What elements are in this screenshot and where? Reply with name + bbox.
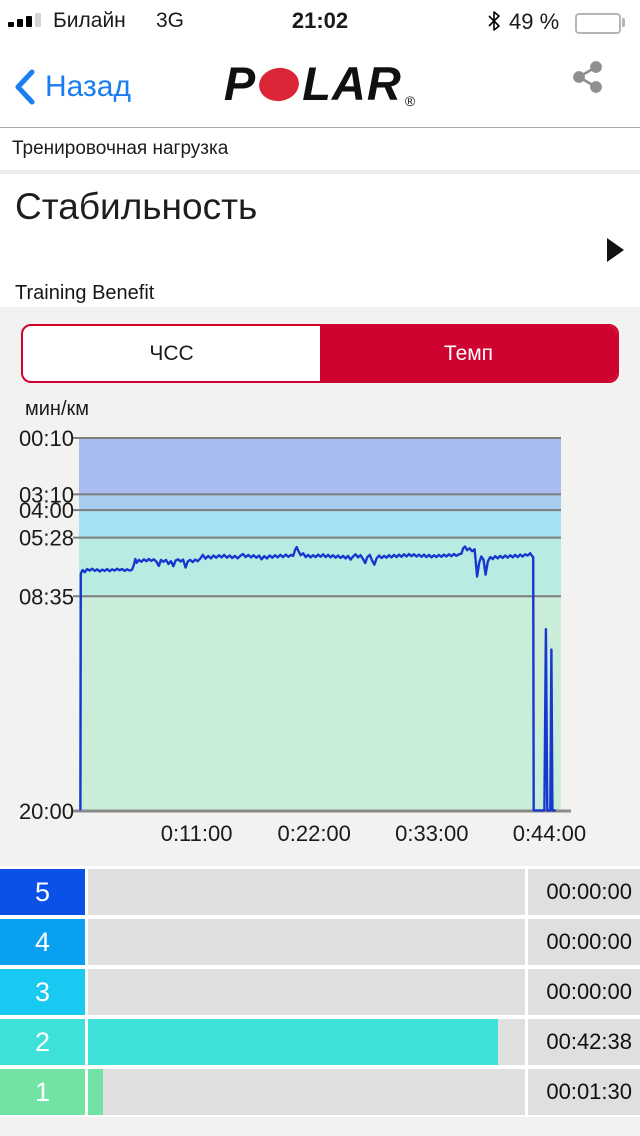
polar-logo: P LAR ® bbox=[0, 56, 640, 111]
pace-zone-band bbox=[79, 596, 561, 811]
back-button[interactable]: Назад bbox=[14, 68, 131, 106]
title-block: Стабильность Training Benefit bbox=[0, 174, 640, 307]
y-tick-label: 20:00 bbox=[19, 799, 74, 824]
x-tick-label: 0:11:00 bbox=[161, 821, 233, 846]
logo-letter: P bbox=[223, 57, 257, 110]
zone-table: 5 00:00:00 4 00:00:00 3 00:00:00 2 00:42… bbox=[0, 866, 640, 1117]
x-tick-label: 0:33:00 bbox=[395, 821, 468, 846]
carrier-label: Билайн bbox=[53, 9, 126, 32]
pace-zone-band bbox=[79, 510, 561, 538]
logo-letters: LAR bbox=[302, 57, 402, 110]
nav-bar: Назад P LAR ® bbox=[0, 44, 640, 128]
zone-bar-fill bbox=[88, 1069, 103, 1115]
zone-badge: 1 bbox=[0, 1069, 85, 1115]
zone-bar-track bbox=[88, 919, 525, 965]
zone-row: 5 00:00:00 bbox=[0, 869, 640, 915]
registered-mark: ® bbox=[404, 93, 417, 109]
battery-icon bbox=[575, 13, 621, 34]
status-bar: Билайн 3G 21:02 49 % bbox=[0, 0, 640, 44]
x-tick-label: 0:22:00 bbox=[278, 821, 351, 846]
section-bar: Тренировочная нагрузка bbox=[0, 128, 640, 174]
section-title: Тренировочная нагрузка bbox=[12, 138, 229, 159]
zone-row: 1 00:01:30 bbox=[0, 1069, 640, 1115]
y-tick-label: 00:10 bbox=[19, 426, 74, 451]
polar-logo-o bbox=[257, 65, 302, 104]
y-tick-label: 08:35 bbox=[19, 584, 74, 609]
zone-bar-track bbox=[88, 969, 525, 1015]
pace-line bbox=[79, 545, 556, 812]
page-title: Стабильность bbox=[15, 186, 258, 227]
page-subtitle: Training Benefit bbox=[15, 282, 155, 304]
x-tick-label: 0:44:00 bbox=[513, 821, 586, 846]
zone-badge: 2 bbox=[0, 1019, 85, 1065]
zone-row: 4 00:00:00 bbox=[0, 919, 640, 965]
zone-bar-track bbox=[88, 869, 525, 915]
zone-time: 00:01:30 bbox=[528, 1069, 640, 1115]
zone-bar-track bbox=[88, 1069, 525, 1115]
zone-time: 00:00:00 bbox=[528, 869, 640, 915]
network-type-label: 3G bbox=[156, 9, 185, 32]
y-tick-label: 05:28 bbox=[19, 526, 74, 551]
zone-row: 3 00:00:00 bbox=[0, 969, 640, 1015]
share-icon bbox=[573, 61, 602, 93]
cell-signal-icon bbox=[8, 13, 41, 27]
zone-bar-fill bbox=[88, 1019, 498, 1065]
pace-zone-band bbox=[79, 494, 561, 511]
tab-pace[interactable]: Темп bbox=[320, 326, 617, 381]
tab-heart-rate[interactable]: ЧСС bbox=[149, 341, 194, 365]
pace-zone-band bbox=[79, 438, 561, 495]
y-tick-label: 03:10 bbox=[19, 482, 74, 507]
chart-unit-label: мин/км bbox=[25, 398, 90, 420]
share-button[interactable] bbox=[572, 61, 604, 98]
details-arrow-icon[interactable] bbox=[607, 238, 624, 262]
battery-percent-label: 49 % bbox=[509, 9, 560, 34]
zone-time: 00:00:00 bbox=[528, 919, 640, 965]
metric-toggle: ЧСС Темп bbox=[21, 324, 619, 383]
zone-badge: 3 bbox=[0, 969, 85, 1015]
zone-time: 00:00:00 bbox=[528, 969, 640, 1015]
pace-zone-band bbox=[79, 537, 561, 597]
zone-time: 00:42:38 bbox=[528, 1019, 640, 1065]
zone-badge: 5 bbox=[0, 869, 85, 915]
zone-bar-track bbox=[88, 1019, 525, 1065]
bluetooth-icon bbox=[486, 9, 502, 38]
zone-badge: 4 bbox=[0, 919, 85, 965]
status-clock: 21:02 bbox=[291, 8, 349, 33]
battery-nub bbox=[622, 18, 625, 27]
y-tick-label: 04:00 bbox=[19, 498, 74, 523]
zone-row: 2 00:42:38 bbox=[0, 1019, 640, 1065]
back-chevron-icon bbox=[15, 69, 35, 105]
back-label: Назад bbox=[45, 70, 131, 103]
